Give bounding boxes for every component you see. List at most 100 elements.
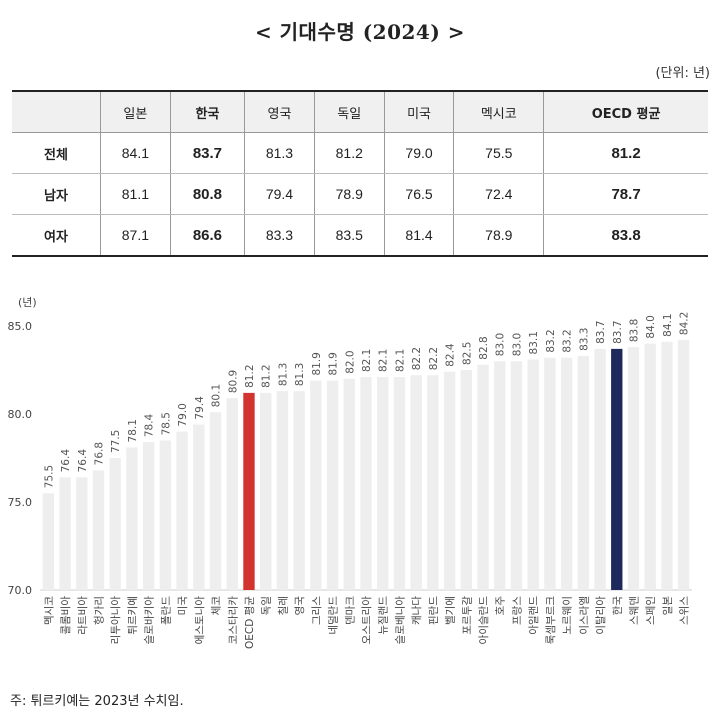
x-tick-label: 독일 <box>260 596 273 615</box>
bar <box>243 392 255 590</box>
table-cell: 79.0 <box>383 132 454 174</box>
data-label: 83.0 <box>511 333 523 356</box>
bar <box>594 348 606 590</box>
table-cell: 78.9 <box>453 214 544 257</box>
data-label: 82.0 <box>344 350 356 373</box>
column-header: 한국 <box>169 90 245 133</box>
x-tick-label: 리투아니아 <box>110 596 122 645</box>
data-label: 79.0 <box>177 403 189 426</box>
y-tick-label: 70.0 <box>8 584 33 597</box>
data-label: 82.4 <box>445 343 457 367</box>
data-label: 80.9 <box>227 370 239 393</box>
row-label: 전체 <box>12 132 101 174</box>
data-label: 81.9 <box>328 352 340 375</box>
data-label: 78.4 <box>144 413 156 437</box>
column-header: 멕시코 <box>453 90 544 133</box>
bar <box>460 370 472 590</box>
table-cell: 81.3 <box>244 132 315 174</box>
table-cell: 86.6 <box>169 214 245 257</box>
x-tick-label: 라트비아 <box>77 596 89 635</box>
bar <box>377 377 389 590</box>
y-tick-label: 80.0 <box>8 408 33 421</box>
unit-note: (단위: 년) <box>655 66 710 81</box>
data-label: 81.2 <box>261 364 273 387</box>
x-tick-label: 호주 <box>495 596 507 616</box>
x-tick-label: 한국 <box>612 596 624 616</box>
bar <box>76 477 88 590</box>
x-tick-label: 코스타리카 <box>227 596 239 645</box>
bar <box>510 361 523 590</box>
y-tick-label: 75.0 <box>8 496 33 509</box>
summary-table: 일본 한국 영국 독일 미국 멕시코 OECD 평균 전체 84.1 83.7 … <box>12 90 708 257</box>
bar <box>92 470 105 590</box>
bar <box>644 343 656 590</box>
table-cell: 78.7 <box>543 173 708 215</box>
bar <box>42 493 55 590</box>
x-tick-label: 미국 <box>177 596 189 616</box>
bar <box>343 378 355 590</box>
data-label: 78.1 <box>127 419 139 442</box>
data-label: 82.5 <box>461 342 473 365</box>
data-label: 81.9 <box>311 352 323 375</box>
x-tick-label: 튀르키예 <box>126 596 139 635</box>
table-cell: 76.5 <box>383 173 454 215</box>
bar <box>326 380 339 590</box>
data-label: 84.2 <box>679 312 691 335</box>
bar <box>393 377 406 590</box>
x-tick-label: OECD 평균 <box>244 596 256 649</box>
data-label: 77.5 <box>110 430 122 453</box>
bar <box>527 359 539 590</box>
bar <box>293 391 305 590</box>
bar <box>427 375 439 590</box>
table-row: 남자 81.1 80.8 79.4 78.9 76.5 72.4 78.7 <box>12 173 708 215</box>
table-cell: 72.4 <box>453 173 544 215</box>
bar <box>142 442 155 590</box>
data-label: 81.3 <box>294 363 306 386</box>
column-header: 일본 <box>100 90 171 133</box>
bar <box>276 391 289 590</box>
data-label: 82.1 <box>361 349 373 372</box>
bar <box>661 341 673 590</box>
bar <box>159 440 172 590</box>
table-cell: 81.4 <box>383 214 454 257</box>
data-label: 83.8 <box>628 319 640 342</box>
y-axis-unit-label: (년) <box>18 296 37 309</box>
bar <box>443 371 456 590</box>
table-cell: 79.4 <box>244 173 315 215</box>
data-label: 82.1 <box>394 349 406 372</box>
x-tick-label: 오스트리아 <box>361 596 373 645</box>
x-tick-label: 그리스 <box>311 596 323 625</box>
x-tick-label: 콜롬비아 <box>60 596 72 635</box>
bar <box>109 458 121 590</box>
x-tick-label: 아일랜드 <box>527 596 540 635</box>
data-label: 80.1 <box>211 384 223 407</box>
table-cell: 81.1 <box>100 173 171 215</box>
data-label: 75.5 <box>43 465 55 488</box>
table-cell: 75.5 <box>453 132 544 174</box>
x-tick-label: 스페인 <box>645 596 657 625</box>
data-label: 82.2 <box>411 347 423 370</box>
table-cell: 81.2 <box>313 132 385 174</box>
bar <box>544 357 556 590</box>
table-cell: 87.1 <box>100 214 171 257</box>
row-label: 남자 <box>12 173 101 215</box>
x-tick-label: 이스라엘 <box>577 596 590 635</box>
x-tick-label: 뉴질랜드 <box>378 596 390 635</box>
x-tick-label: 핀란드 <box>428 596 440 625</box>
column-header: OECD 평균 <box>543 90 708 133</box>
column-header: 독일 <box>313 90 385 133</box>
x-tick-label: 멕시코 <box>43 596 55 625</box>
table-cell: 83.5 <box>313 214 385 257</box>
x-tick-label: 슬로베니아 <box>394 596 406 645</box>
bar <box>209 412 222 590</box>
y-tick-label: 85.0 <box>8 320 33 333</box>
bar <box>494 361 506 590</box>
table-cell: 80.8 <box>169 173 245 215</box>
bar <box>193 424 205 590</box>
data-label: 82.1 <box>378 349 390 372</box>
table-cell: 83.3 <box>244 214 315 257</box>
table-cell: 81.2 <box>543 132 708 174</box>
bar <box>577 355 590 590</box>
table-header-row: 일본 한국 영국 독일 미국 멕시코 OECD 평균 <box>12 90 708 133</box>
data-label: 83.2 <box>545 329 557 352</box>
